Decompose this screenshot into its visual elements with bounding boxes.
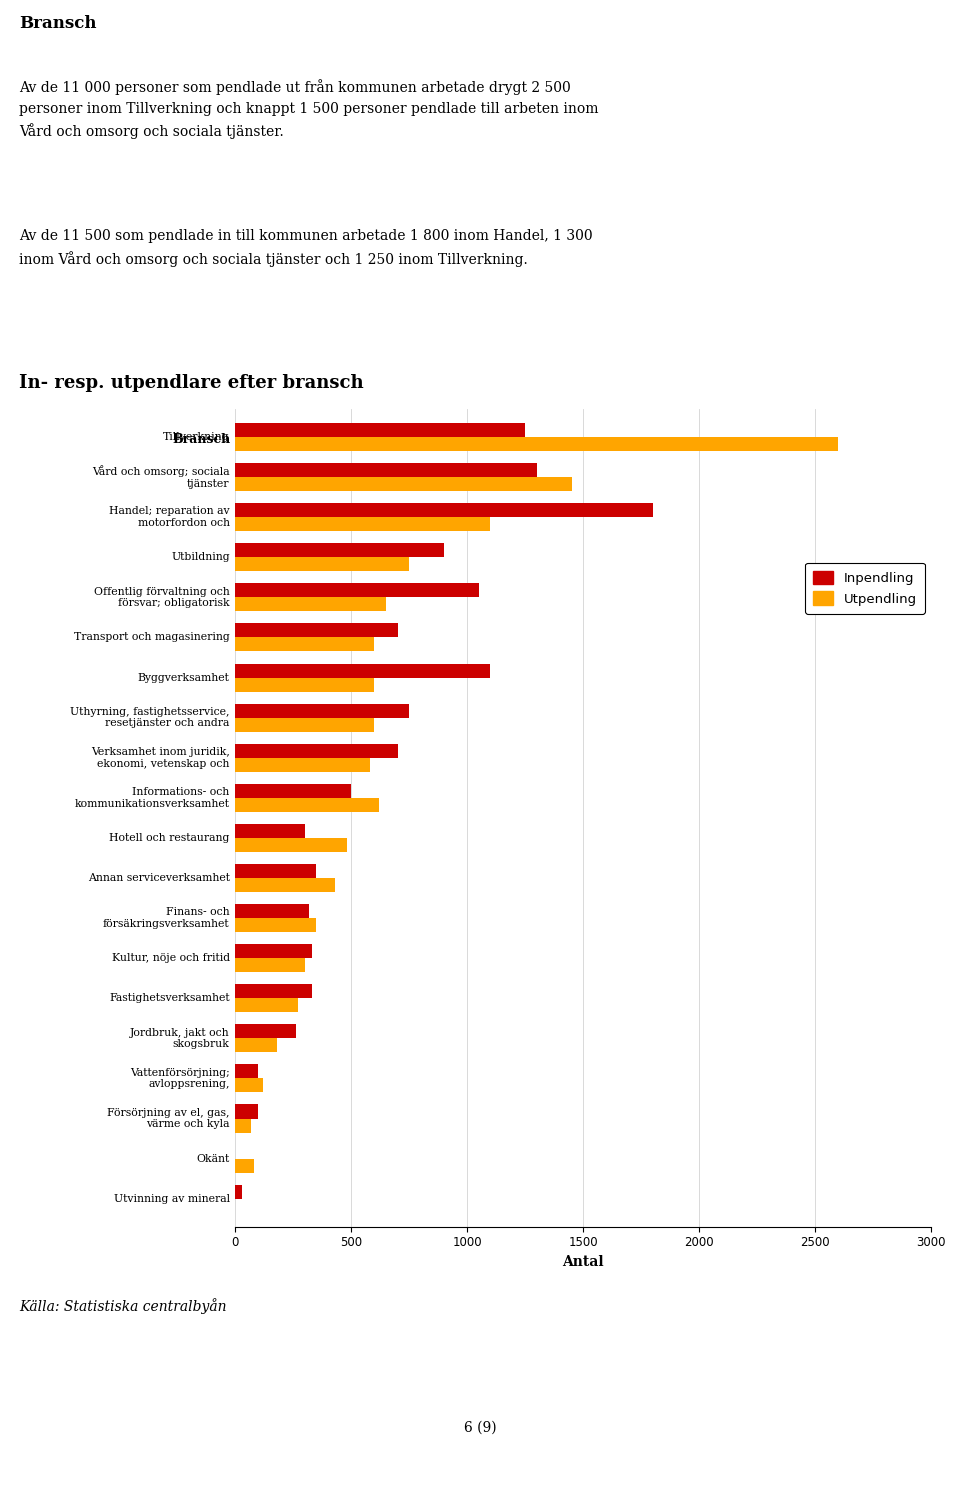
X-axis label: Antal: Antal (563, 1255, 604, 1268)
Bar (235, 958, 304, 972)
Bar (235, 1105, 258, 1118)
Bar (235, 678, 374, 691)
Bar (235, 799, 379, 812)
Bar (235, 422, 525, 437)
Bar (235, 864, 317, 877)
Bar (235, 944, 312, 958)
Bar (235, 718, 374, 732)
Text: 6 (9): 6 (9) (464, 1420, 496, 1435)
Bar (235, 598, 386, 611)
Bar (235, 837, 347, 852)
Bar (235, 437, 838, 451)
Bar (235, 703, 409, 718)
Bar (235, 583, 479, 598)
Bar (235, 663, 491, 678)
Bar (235, 824, 304, 837)
Bar (235, 1185, 242, 1199)
Text: Bransch: Bransch (19, 15, 97, 31)
Bar (235, 1038, 276, 1053)
Bar (235, 517, 491, 531)
Bar (235, 1078, 263, 1093)
Text: In- resp. utpendlare efter bransch: In- resp. utpendlare efter bransch (19, 373, 364, 393)
Bar (235, 462, 537, 477)
Bar (235, 984, 312, 998)
Bar (235, 477, 571, 491)
Bar (235, 744, 397, 758)
Bar (235, 1118, 252, 1133)
Bar (235, 623, 397, 638)
Bar (235, 998, 298, 1013)
Bar (235, 1065, 258, 1078)
Bar (235, 638, 374, 651)
Bar (235, 1025, 296, 1038)
Text: Av de 11 500 som pendlade in till kommunen arbetade 1 800 inom Handel, 1 300
ino: Av de 11 500 som pendlade in till kommun… (19, 229, 593, 266)
Legend: Inpendling, Utpendling: Inpendling, Utpendling (805, 562, 924, 614)
Bar (235, 917, 317, 932)
Bar (235, 543, 444, 558)
Bar (235, 877, 335, 892)
Bar (235, 758, 370, 772)
Bar (235, 503, 653, 517)
Bar (235, 904, 309, 917)
Bar (235, 1158, 253, 1173)
Text: Bransch: Bransch (172, 433, 230, 446)
Bar (235, 784, 351, 799)
Text: Källa: Statistiska centralbyån: Källa: Statistiska centralbyån (19, 1298, 227, 1315)
Bar (235, 558, 409, 571)
Text: Av de 11 000 personer som pendlade ut från kommunen arbetade drygt 2 500
persone: Av de 11 000 personer som pendlade ut fr… (19, 79, 599, 140)
